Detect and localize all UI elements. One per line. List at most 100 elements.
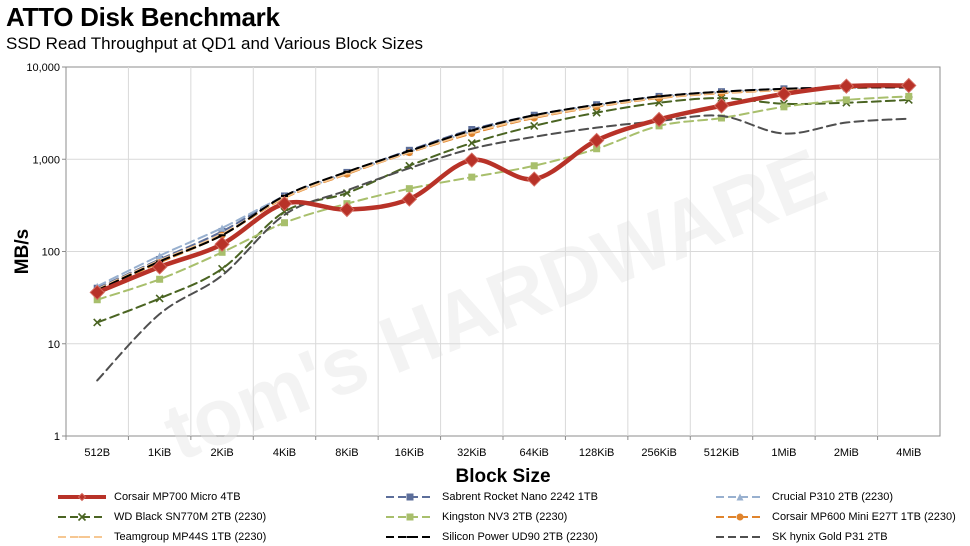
legend-label: Silicon Power UD90 2TB (2230) <box>442 531 598 543</box>
data-point <box>651 111 667 128</box>
legend-marker <box>77 512 87 522</box>
series-8 <box>96 114 910 382</box>
series-line <box>96 85 910 291</box>
data-point <box>530 114 538 117</box>
data-point <box>405 151 413 154</box>
data-point <box>588 132 605 149</box>
y-tick-label: 1 <box>54 431 60 443</box>
data-point <box>842 96 850 104</box>
data-point <box>718 90 725 93</box>
data-point <box>530 162 538 170</box>
data-point <box>530 116 538 119</box>
data-point <box>718 114 725 122</box>
data-point <box>401 191 418 207</box>
data-point <box>905 92 913 100</box>
data-point <box>838 78 855 94</box>
legend-label: Teamgroup MP44S 1TB (2230) <box>114 531 267 543</box>
x-tick-label: 1MiB <box>771 447 796 459</box>
legend-label: SK hynix Gold P31 2TB <box>772 531 888 543</box>
chart-subtitle: SSD Read Throughput at QD1 and Various B… <box>6 34 424 53</box>
data-point <box>281 219 288 227</box>
x-tick-label: 1KiB <box>148 447 171 459</box>
legend-swatch <box>58 536 106 538</box>
data-point <box>218 248 226 256</box>
data-point <box>214 236 230 252</box>
x-tick-label: 2MiB <box>834 447 859 459</box>
legend-swatch <box>58 492 106 502</box>
x-tick-label: 16KiB <box>395 447 424 459</box>
data-point <box>468 129 476 132</box>
data-point <box>901 77 917 94</box>
legend-swatch <box>386 493 434 501</box>
data-point <box>776 86 792 102</box>
legend-marker <box>406 493 414 501</box>
data-point <box>718 91 725 94</box>
data-point <box>593 105 601 108</box>
chart-legend: Corsair MP700 Micro 4TB Sabrent Rocket Na… <box>0 488 970 546</box>
x-tick-label: 64KiB <box>520 447 549 459</box>
x-tick-label: 4KiB <box>273 447 296 459</box>
data-point <box>655 96 663 99</box>
legend-label: Crucial P310 2TB (2230) <box>772 491 894 503</box>
legend-label: Kingston NV3 2TB (2230) <box>442 511 568 523</box>
data-point <box>468 173 476 181</box>
data-point <box>281 194 288 197</box>
legend-marker <box>406 513 414 521</box>
series-line <box>96 86 910 292</box>
legend-swatch <box>58 512 106 522</box>
y-axis-title: MB/s <box>12 229 33 274</box>
y-tick-label: 10,000 <box>26 62 60 74</box>
data-point <box>151 259 168 275</box>
legend-swatch <box>716 536 764 538</box>
data-point <box>593 103 601 106</box>
data-point <box>155 294 164 303</box>
x-tick-label: 128KiB <box>579 447 614 459</box>
legend-marker <box>77 492 87 502</box>
data-point <box>713 98 730 114</box>
y-tick-label: 1,000 <box>32 154 60 166</box>
series-line <box>96 114 910 382</box>
x-axis-title: Block Size <box>455 466 550 487</box>
x-tick-label: 512B <box>84 447 110 459</box>
data-point <box>339 201 355 218</box>
data-point <box>218 264 227 273</box>
y-tick-label: 100 <box>42 247 60 259</box>
legend-marker <box>736 493 744 501</box>
data-point <box>343 170 351 173</box>
data-point <box>593 145 601 153</box>
legend-swatch <box>386 536 434 538</box>
x-tick-label: 32KiB <box>457 447 486 459</box>
data-point <box>343 172 351 175</box>
data-point <box>464 152 480 168</box>
data-point <box>526 171 542 187</box>
data-point <box>405 149 413 152</box>
data-point <box>276 195 293 212</box>
legend-marker <box>736 513 744 521</box>
legend-swatch <box>716 513 764 521</box>
data-point <box>89 284 105 301</box>
x-tick-label: 256KiB <box>641 447 676 459</box>
x-tick-label: 8KiB <box>335 447 358 459</box>
data-point <box>592 108 601 117</box>
legend-label: WD Black SN770M 2TB (2230) <box>114 511 267 523</box>
data-point <box>156 252 164 260</box>
x-tick-label: 4MiB <box>896 447 921 459</box>
legend-label: Sabrent Rocket Nano 2242 1TB <box>442 491 598 503</box>
y-tick-label: 10 <box>48 339 60 351</box>
chart-title: ATTO Disk Benchmark <box>6 2 280 32</box>
data-point <box>530 121 539 130</box>
data-point <box>655 95 663 98</box>
data-point <box>156 275 164 283</box>
x-tick-label: 2KiB <box>210 447 233 459</box>
series-0 <box>89 77 917 301</box>
x-tick-label: 512KiB <box>704 447 739 459</box>
data-point <box>218 224 226 232</box>
legend-label: Corsair MP700 Micro 4TB <box>114 491 241 503</box>
data-point <box>468 131 476 134</box>
data-point <box>405 185 413 193</box>
data-point <box>780 103 788 111</box>
legend-marker <box>78 536 86 538</box>
data-point <box>218 234 226 237</box>
legend-swatch <box>386 513 434 521</box>
legend-label: Corsair MP600 Mini E27T 1TB (2230) <box>772 511 956 523</box>
